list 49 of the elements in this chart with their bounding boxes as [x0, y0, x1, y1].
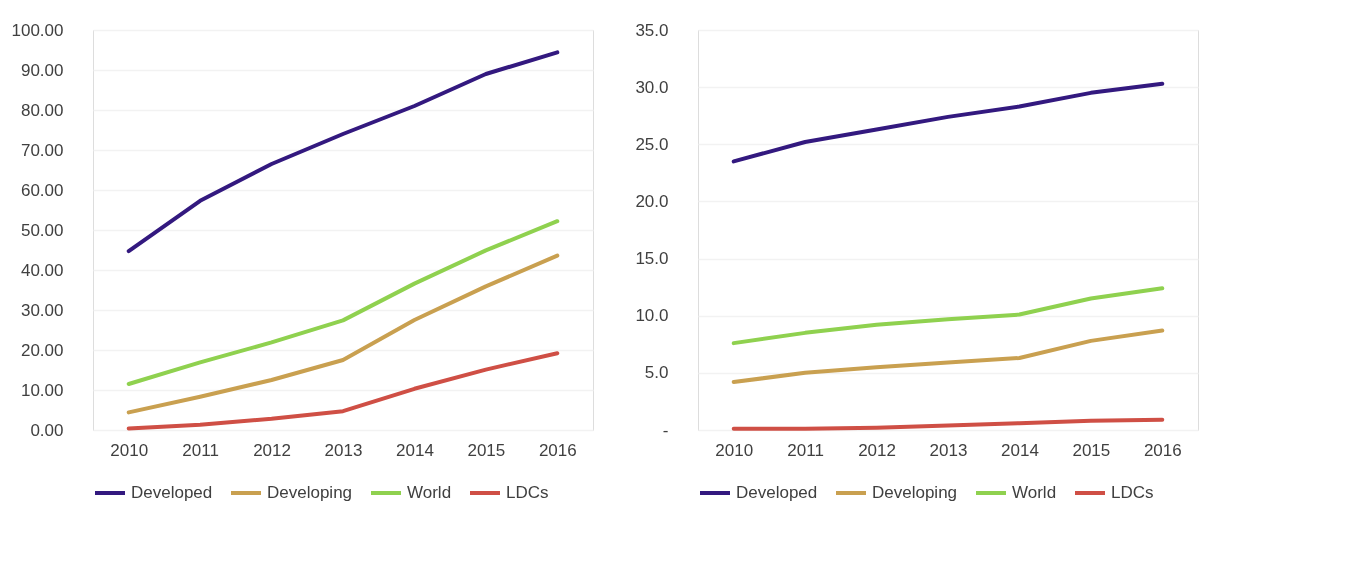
x-tick-label: 2010	[715, 440, 754, 460]
y-tick-label: 15.0	[635, 249, 669, 269]
x-tick-label: 2012	[858, 440, 896, 460]
y-tick-label: 35.0	[635, 20, 669, 40]
x-tick-label: 2013	[929, 440, 968, 460]
legend-label: Developing	[872, 483, 958, 502]
y-tick-label: 70.00	[20, 140, 64, 160]
line-series	[126, 50, 560, 254]
y-tick-label: 40.00	[20, 260, 64, 280]
line-series	[731, 328, 1165, 384]
y-tick-label: 50.00	[20, 220, 64, 240]
legend-label: LDCs	[506, 483, 549, 502]
line-series	[731, 417, 1165, 431]
line-series	[126, 219, 560, 386]
y-tick-label: 100.00	[11, 20, 64, 40]
x-tick-label: 2010	[110, 440, 149, 460]
y-tick-label: 10.00	[20, 380, 64, 400]
legend-label: Developed	[131, 483, 213, 502]
line-series	[126, 253, 560, 415]
x-tick-label: 2014	[396, 440, 434, 460]
y-tick-label: 90.00	[20, 60, 64, 80]
y-tick-label: 5.0	[644, 363, 669, 383]
line-series	[731, 286, 1165, 346]
y-tick-label: -	[662, 420, 669, 440]
legend-label: Developing	[267, 483, 353, 502]
legend-label: World	[407, 483, 452, 502]
line-series	[126, 351, 560, 431]
y-tick-label: 25.0	[635, 134, 669, 154]
y-tick-label: 80.00	[20, 100, 64, 120]
x-tick-label: 2016	[538, 440, 577, 460]
y-tick-label: 0.00	[30, 420, 64, 440]
y-tick-label: 30.0	[635, 77, 669, 97]
x-tick-label: 2011	[182, 440, 219, 460]
legend-label: LDCs	[1111, 483, 1154, 502]
y-tick-label: 10.0	[635, 306, 669, 326]
line-series	[731, 81, 1165, 164]
legend-label: Developed	[736, 483, 818, 502]
x-tick-label: 2012	[253, 440, 291, 460]
x-tick-label: 2013	[324, 440, 363, 460]
y-tick-label: 20.00	[20, 340, 64, 360]
x-tick-label: 2011	[787, 440, 824, 460]
legend-label: World	[1012, 483, 1057, 502]
y-tick-label: 60.00	[20, 180, 64, 200]
y-tick-label: 30.00	[20, 300, 64, 320]
y-tick-label: 20.0	[635, 191, 669, 211]
x-tick-label: 2016	[1143, 440, 1182, 460]
x-tick-label: 2015	[1072, 440, 1111, 460]
x-tick-label: 2014	[1001, 440, 1039, 460]
x-tick-label: 2015	[467, 440, 506, 460]
